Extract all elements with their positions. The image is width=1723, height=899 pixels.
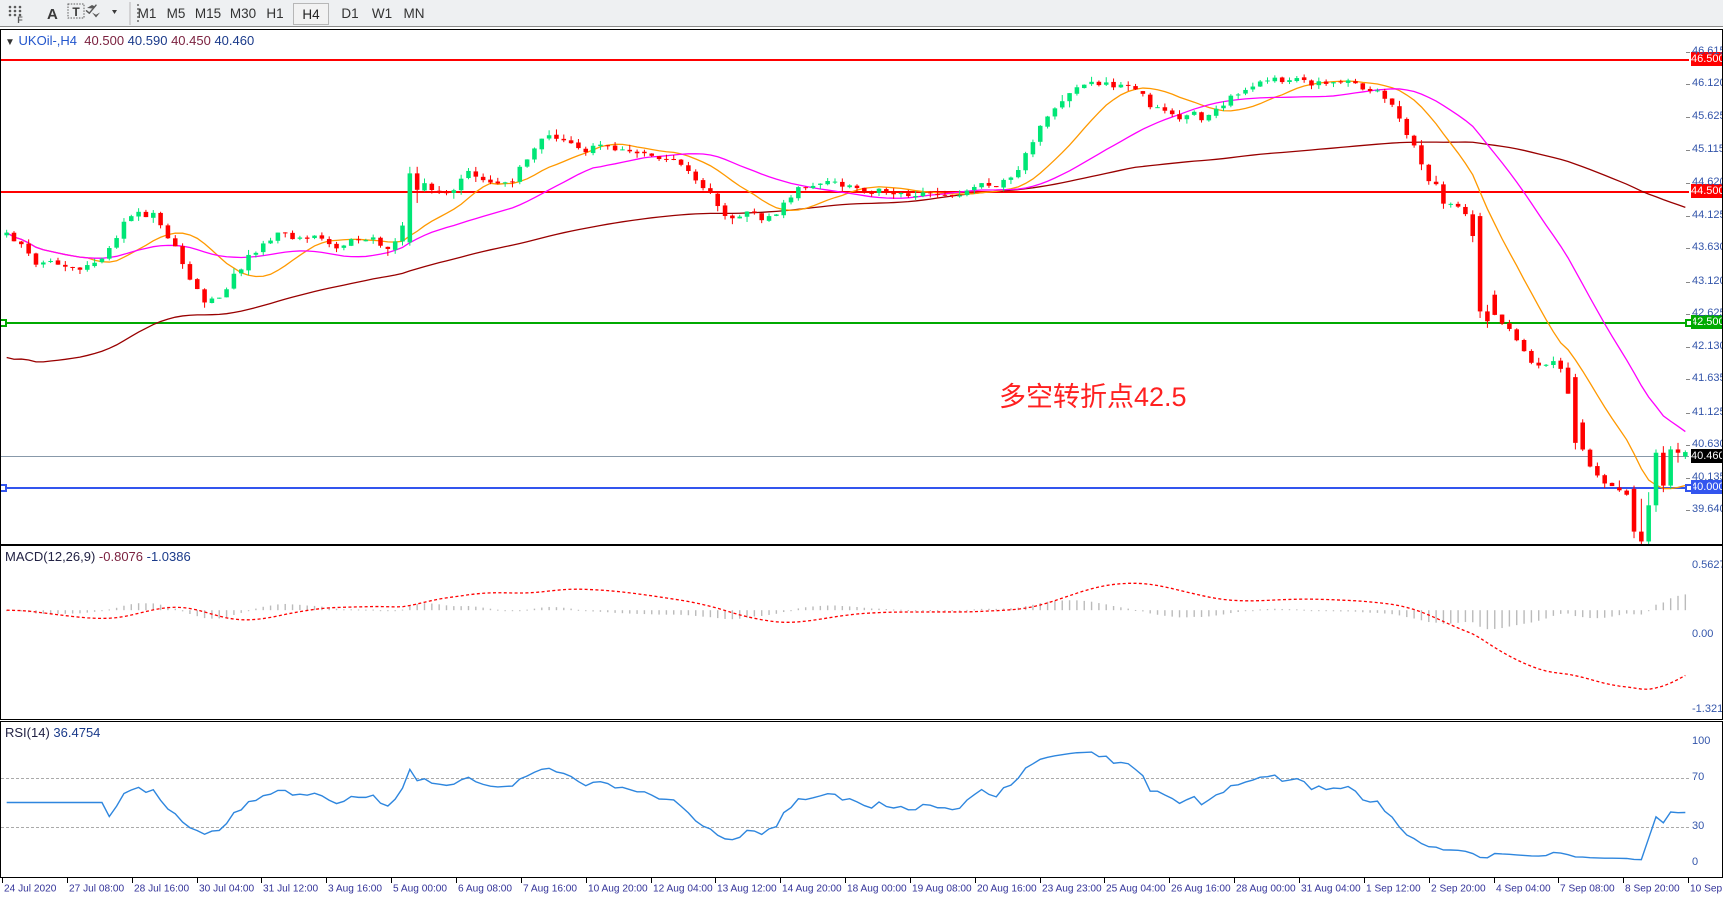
svg-text:T: T xyxy=(72,5,80,19)
svg-text:A: A xyxy=(47,6,58,23)
svg-text:F: F xyxy=(17,15,23,25)
